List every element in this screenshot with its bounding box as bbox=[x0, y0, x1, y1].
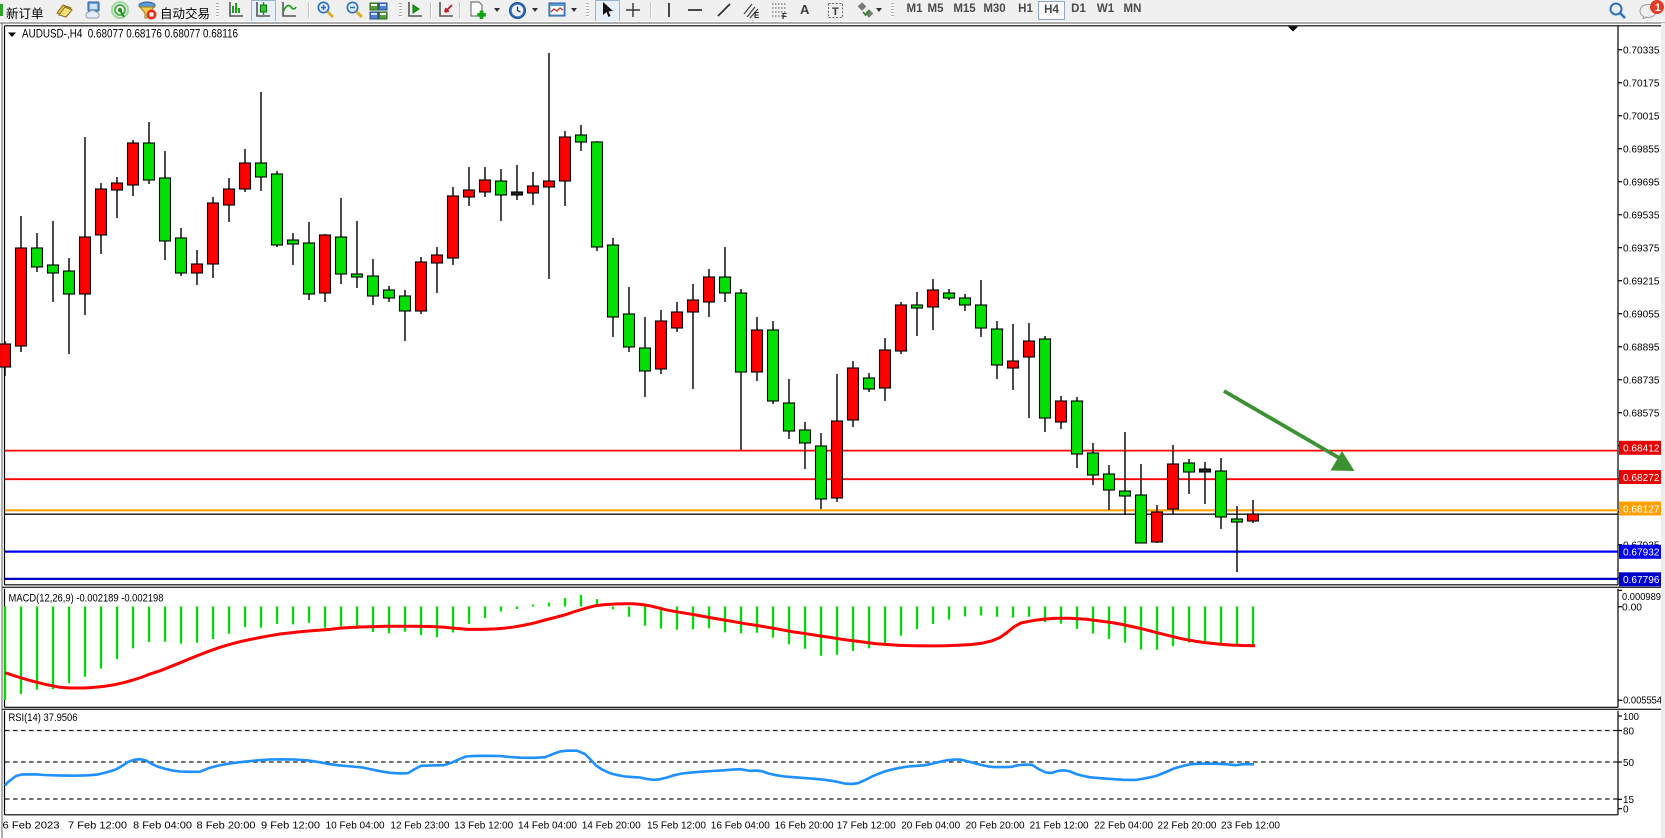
svg-text:-0.005554: -0.005554 bbox=[1620, 695, 1662, 707]
svg-text:0.68895: 0.68895 bbox=[1623, 342, 1660, 354]
svg-text:0.70175: 0.70175 bbox=[1623, 78, 1660, 90]
svg-text:20 Feb 20:00: 20 Feb 20:00 bbox=[966, 820, 1025, 832]
svg-text:13 Feb 12:00: 13 Feb 12:00 bbox=[454, 820, 513, 832]
svg-text:0.68575: 0.68575 bbox=[1623, 408, 1660, 420]
svg-text:E: E bbox=[754, 11, 760, 20]
svg-text:16 Feb 04:00: 16 Feb 04:00 bbox=[711, 820, 770, 832]
svg-text:9 Feb 12:00: 9 Feb 12:00 bbox=[261, 820, 320, 832]
svg-text:0.70015: 0.70015 bbox=[1623, 111, 1660, 123]
svg-text:8 Feb 20:00: 8 Feb 20:00 bbox=[197, 820, 256, 832]
svg-text:14 Feb 20:00: 14 Feb 20:00 bbox=[582, 820, 641, 832]
svg-text:0.70335: 0.70335 bbox=[1623, 45, 1660, 57]
svg-text:0.69055: 0.69055 bbox=[1623, 309, 1660, 321]
svg-text:100: 100 bbox=[1623, 711, 1639, 723]
svg-text:MACD(12,26,9) -0.002189 -0.002: MACD(12,26,9) -0.002189 -0.002198 bbox=[9, 593, 164, 605]
svg-text:1: 1 bbox=[1655, 2, 1661, 14]
svg-text:0.69375: 0.69375 bbox=[1623, 243, 1660, 255]
svg-text:22 Feb 04:00: 22 Feb 04:00 bbox=[1094, 820, 1153, 832]
svg-text:10 Feb 04:00: 10 Feb 04:00 bbox=[326, 820, 385, 832]
svg-text:0.69855: 0.69855 bbox=[1623, 144, 1660, 156]
svg-text:50: 50 bbox=[1623, 757, 1634, 769]
svg-text:8 Feb 04:00: 8 Feb 04:00 bbox=[133, 820, 192, 832]
svg-text:17 Feb 12:00: 17 Feb 12:00 bbox=[837, 820, 896, 832]
svg-text:0.67796: 0.67796 bbox=[1623, 574, 1660, 586]
svg-text:6 Feb 2023: 6 Feb 2023 bbox=[3, 820, 60, 832]
svg-text:0.67932: 0.67932 bbox=[1623, 547, 1660, 559]
svg-text:21 Feb 12:00: 21 Feb 12:00 bbox=[1030, 820, 1089, 832]
svg-text:16 Feb 20:00: 16 Feb 20:00 bbox=[775, 820, 834, 832]
svg-text:80: 80 bbox=[1623, 725, 1634, 737]
svg-text:0.68412: 0.68412 bbox=[1623, 443, 1660, 455]
svg-text:23 Feb 12:00: 23 Feb 12:00 bbox=[1221, 820, 1280, 832]
svg-text:RSI(14) 37.9506: RSI(14) 37.9506 bbox=[9, 712, 78, 724]
svg-text:0.69535: 0.69535 bbox=[1623, 210, 1660, 222]
svg-text:0.000989: 0.000989 bbox=[1622, 591, 1661, 603]
svg-text:22 Feb 20:00: 22 Feb 20:00 bbox=[1158, 820, 1217, 832]
svg-text:0.68127: 0.68127 bbox=[1623, 503, 1660, 515]
svg-text:0.00: 0.00 bbox=[1622, 602, 1642, 614]
svg-text:0.68272: 0.68272 bbox=[1623, 472, 1660, 484]
svg-text:0.69695: 0.69695 bbox=[1623, 177, 1660, 189]
svg-text:F: F bbox=[782, 12, 787, 20]
svg-text:7 Feb 12:00: 7 Feb 12:00 bbox=[68, 820, 127, 832]
svg-text:0.68735: 0.68735 bbox=[1623, 375, 1660, 387]
svg-text:0: 0 bbox=[1623, 804, 1629, 816]
svg-text:15 Feb 12:00: 15 Feb 12:00 bbox=[647, 820, 706, 832]
svg-text:15: 15 bbox=[1623, 794, 1634, 806]
svg-text:14 Feb 04:00: 14 Feb 04:00 bbox=[518, 820, 577, 832]
svg-text:12 Feb 23:00: 12 Feb 23:00 bbox=[390, 820, 449, 832]
svg-text:0.69215: 0.69215 bbox=[1623, 276, 1660, 288]
svg-text:AUDUSD-,H4 0.68077 0.68176 0.: AUDUSD-,H4 0.68077 0.68176 0.68077 0.681… bbox=[22, 27, 238, 41]
svg-text:T: T bbox=[832, 6, 839, 18]
svg-text:20 Feb 04:00: 20 Feb 04:00 bbox=[901, 820, 960, 832]
